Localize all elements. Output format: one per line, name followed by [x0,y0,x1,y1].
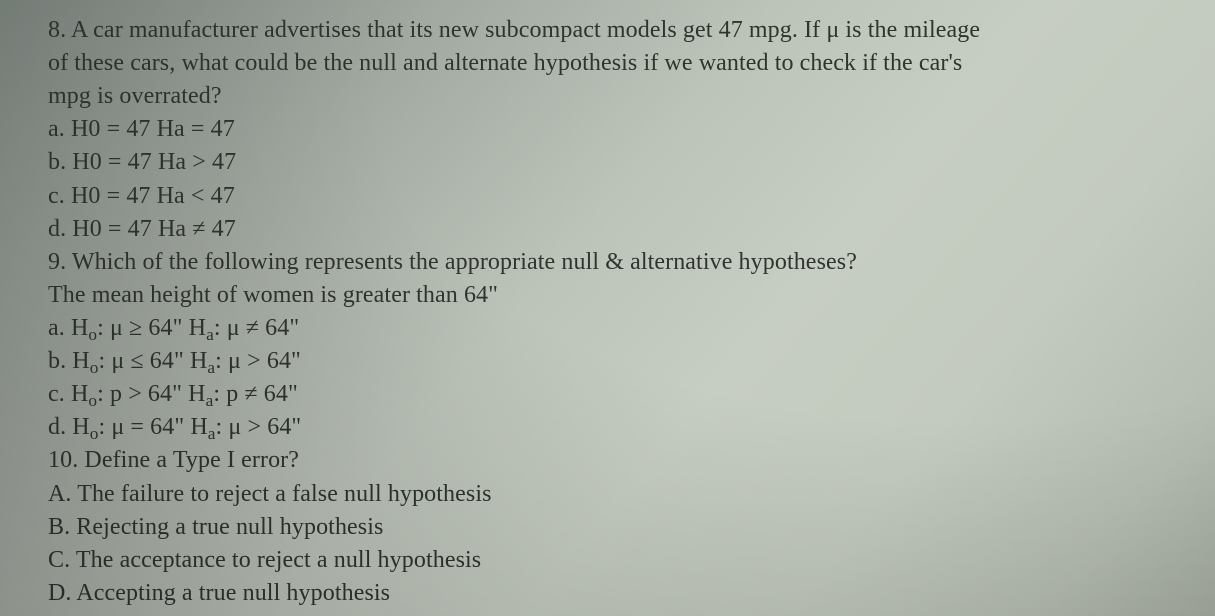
q9-d-text3: : μ > 64" [216,414,302,440]
q10-option-d: D. Accepting a true null hypothesis [48,577,1155,610]
q8-line1: 8. A car manufacturer advertises that it… [48,14,1155,47]
q9-option-c: c. Ho: p > 64" Ha: p ≠ 64" [48,378,1155,411]
subscript-o: o [90,422,99,446]
q9-c-text1: c. H [48,381,88,407]
q9-option-d: d. Ho: μ = 64" Ha: μ > 64" [48,411,1155,444]
q10-option-a: A. The failure to reject a false null hy… [48,478,1155,511]
q9-context: The mean height of women is greater than… [48,279,1155,312]
q9-b-text3: : μ > 64" [215,348,301,374]
q10-option-c: C. The acceptance to reject a null hypot… [48,544,1155,577]
subscript-a: a [208,422,216,446]
q8-option-c: c. H0 = 47 Ha < 47 [48,180,1155,213]
q9-c-text3: : p ≠ 64" [213,381,298,407]
subscript-o: o [88,323,97,347]
q8-option-d: d. H0 = 47 Ha ≠ 47 [48,213,1155,246]
q9-option-a: a. Ho: μ ≥ 64" Ha: μ ≠ 64" [48,312,1155,345]
q8-option-a: a. H0 = 47 Ha = 47 [48,113,1155,146]
q9-prompt: 9. Which of the following represents the… [48,246,1155,279]
q9-a-text2: : μ ≥ 64" H [97,315,206,341]
q9-option-b: b. Ho: μ ≤ 64" Ha: μ > 64" [48,345,1155,378]
subscript-a: a [206,389,214,413]
q10-option-b: B. Rejecting a true null hypothesis [48,511,1155,544]
q8-option-b: b. H0 = 47 Ha > 47 [48,146,1155,179]
q9-d-text1: d. H [48,414,90,440]
q8-line3: mpg is overrated? [48,80,1155,113]
q10-prompt: 10. Define a Type I error? [48,444,1155,477]
subscript-a: a [206,323,214,347]
q9-a-text1: a. H [48,315,88,341]
q9-b-text1: b. H [48,348,90,374]
q9-a-text3: : μ ≠ 64" [214,315,299,341]
q8-line2: of these cars, what could be the null an… [48,47,1155,80]
q9-b-text2: : μ ≤ 64" H [98,348,207,374]
q9-d-text2: : μ = 64" H [98,414,207,440]
subscript-o: o [90,356,99,380]
subscript-o: o [88,389,97,413]
subscript-a: a [207,356,215,380]
q9-c-text2: : p > 64" H [97,381,205,407]
